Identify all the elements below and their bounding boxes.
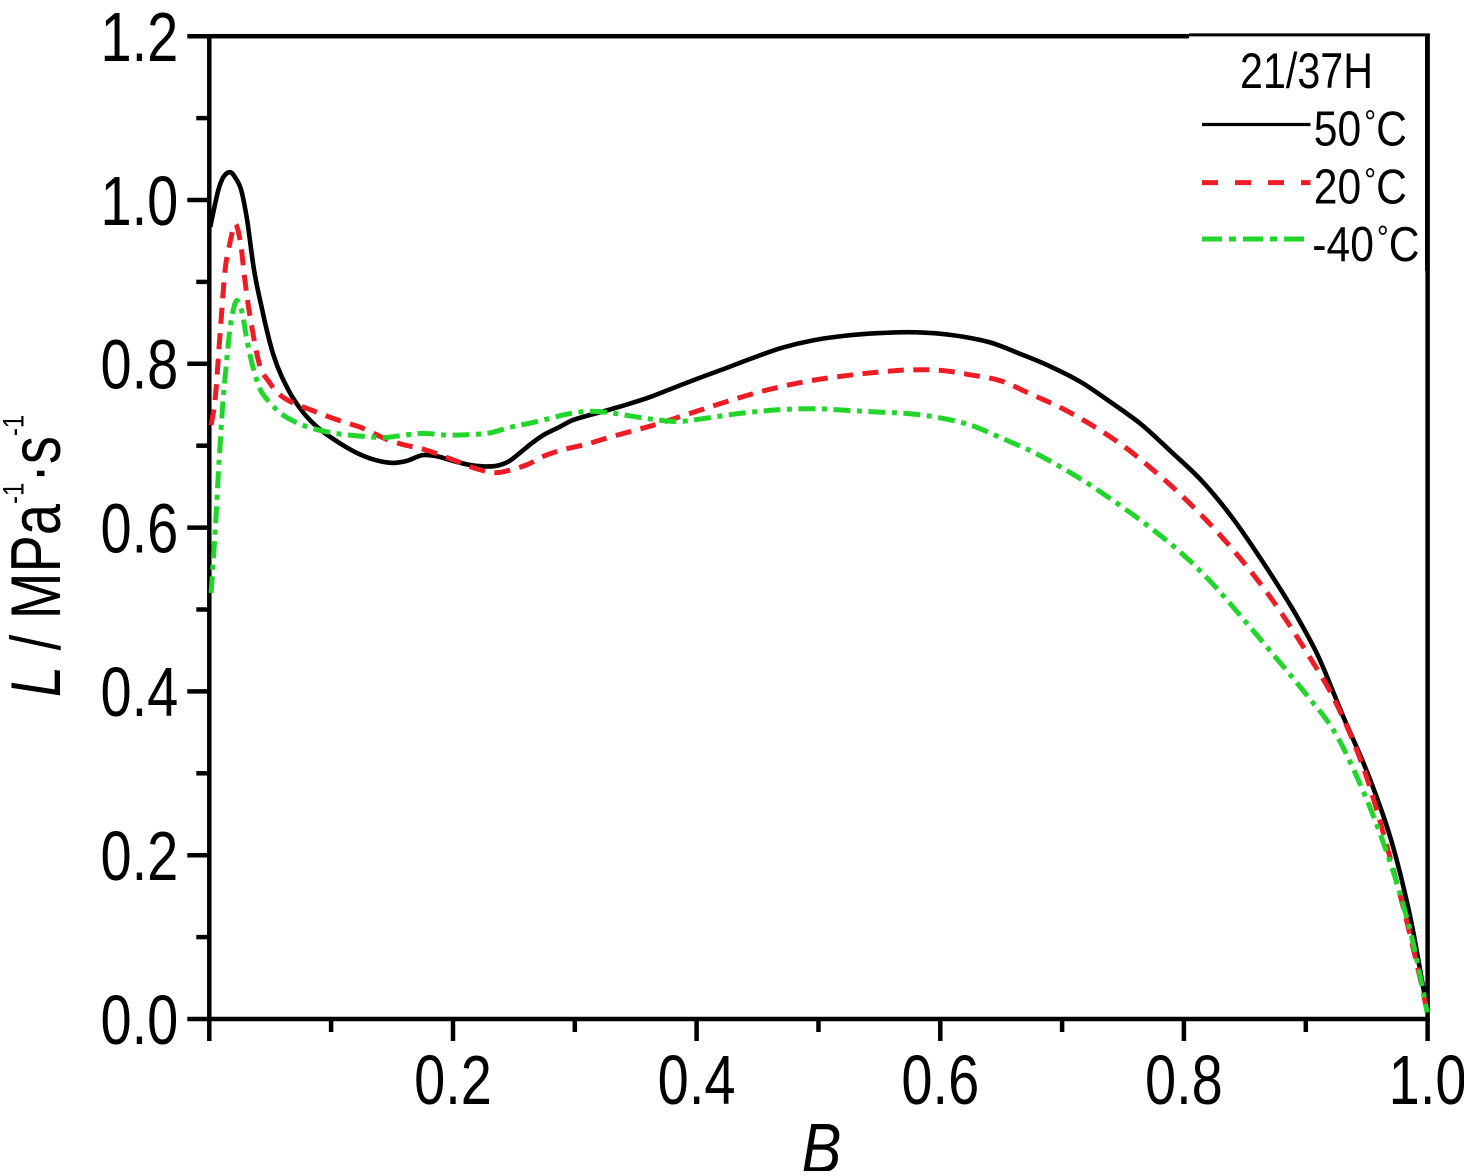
- svg-text:B: B: [801, 1109, 841, 1171]
- svg-text:1.2: 1.2: [100, 0, 178, 76]
- svg-text:0.8: 0.8: [1145, 1042, 1223, 1119]
- svg-text:0.6: 0.6: [901, 1042, 979, 1119]
- svg-text:0.4: 0.4: [658, 1042, 736, 1119]
- svg-text:0.8: 0.8: [100, 327, 178, 404]
- svg-text:21/37H: 21/37H: [1240, 43, 1373, 99]
- svg-text:1.0: 1.0: [100, 163, 178, 240]
- svg-text:0.2: 0.2: [100, 818, 178, 895]
- svg-text:1.0: 1.0: [1389, 1042, 1464, 1119]
- svg-text:0.4: 0.4: [100, 654, 178, 731]
- svg-text:0.0: 0.0: [100, 982, 178, 1059]
- svg-text:0.6: 0.6: [100, 491, 178, 568]
- svg-text:0.2: 0.2: [414, 1042, 492, 1119]
- svg-text:50°C: 50°C: [1314, 101, 1407, 156]
- svg-text:L / MPa-1·s-1: L / MPa-1·s-1: [0, 415, 75, 697]
- svg-text:20°C: 20°C: [1314, 159, 1407, 214]
- svg-text:-40°C: -40°C: [1312, 216, 1419, 271]
